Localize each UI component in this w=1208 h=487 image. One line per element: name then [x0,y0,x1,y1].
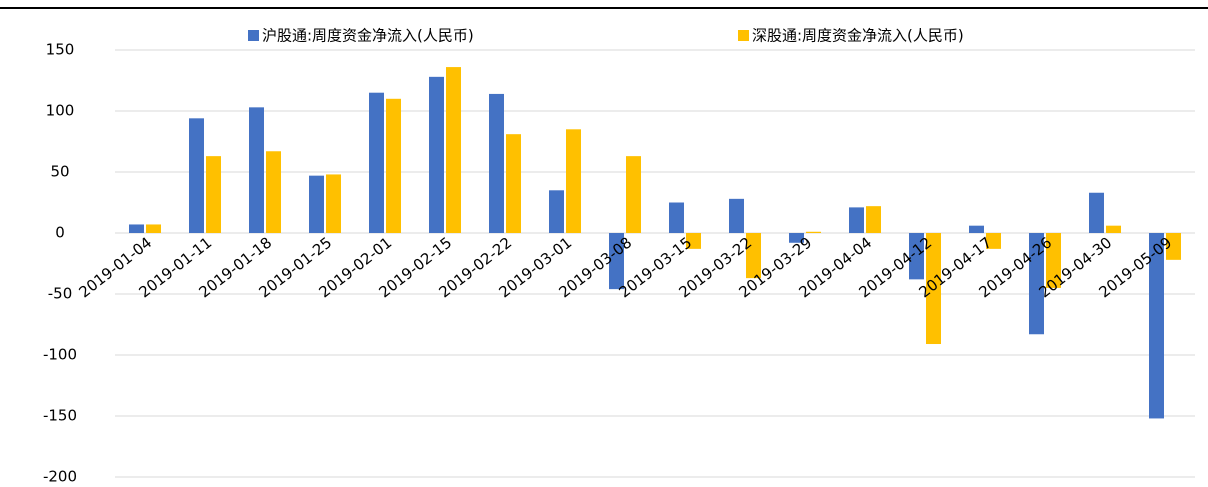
legend-swatch [248,30,259,41]
bar [129,224,144,233]
bar [489,93,504,233]
y-tick-label: -200 [43,468,77,486]
bar [146,224,161,233]
bar [386,98,401,233]
bar [1029,233,1044,335]
bar [626,156,641,233]
bar [1089,192,1104,233]
bar [206,156,221,233]
legend-swatch [738,30,749,41]
bar [266,151,281,233]
legend-label: 深股通:周度资金净流入(人民币) [752,27,964,45]
bar [369,92,384,233]
bar [189,118,204,233]
bar [549,190,564,233]
bar [686,233,701,249]
bar [926,233,941,345]
y-tick-label: -100 [43,346,77,364]
y-tick-label: 150 [46,41,75,59]
bar [566,129,581,233]
bar [789,233,804,243]
bar [1149,233,1164,419]
bar [1166,233,1181,260]
bar [249,107,264,233]
y-tick-label: 50 [50,163,69,181]
y-tick-label: 100 [46,102,75,120]
bar [729,198,744,233]
bar [806,231,821,233]
bar [969,225,984,233]
bar [1046,233,1061,288]
bar [669,202,684,233]
bar [309,175,324,233]
bar [986,233,1001,249]
bar [446,67,461,233]
y-tick-label: -150 [43,407,77,425]
bar [609,233,624,290]
bar [866,206,881,233]
bar [429,76,444,233]
y-tick-label: -50 [48,285,73,303]
bar [506,134,521,233]
bar [746,233,761,279]
legend-label: 沪股通:周度资金净流入(人民币) [262,27,474,45]
bar [326,174,341,233]
bar [849,207,864,233]
bar [1106,225,1121,233]
y-tick-label: 0 [55,224,65,242]
bar [909,233,924,280]
